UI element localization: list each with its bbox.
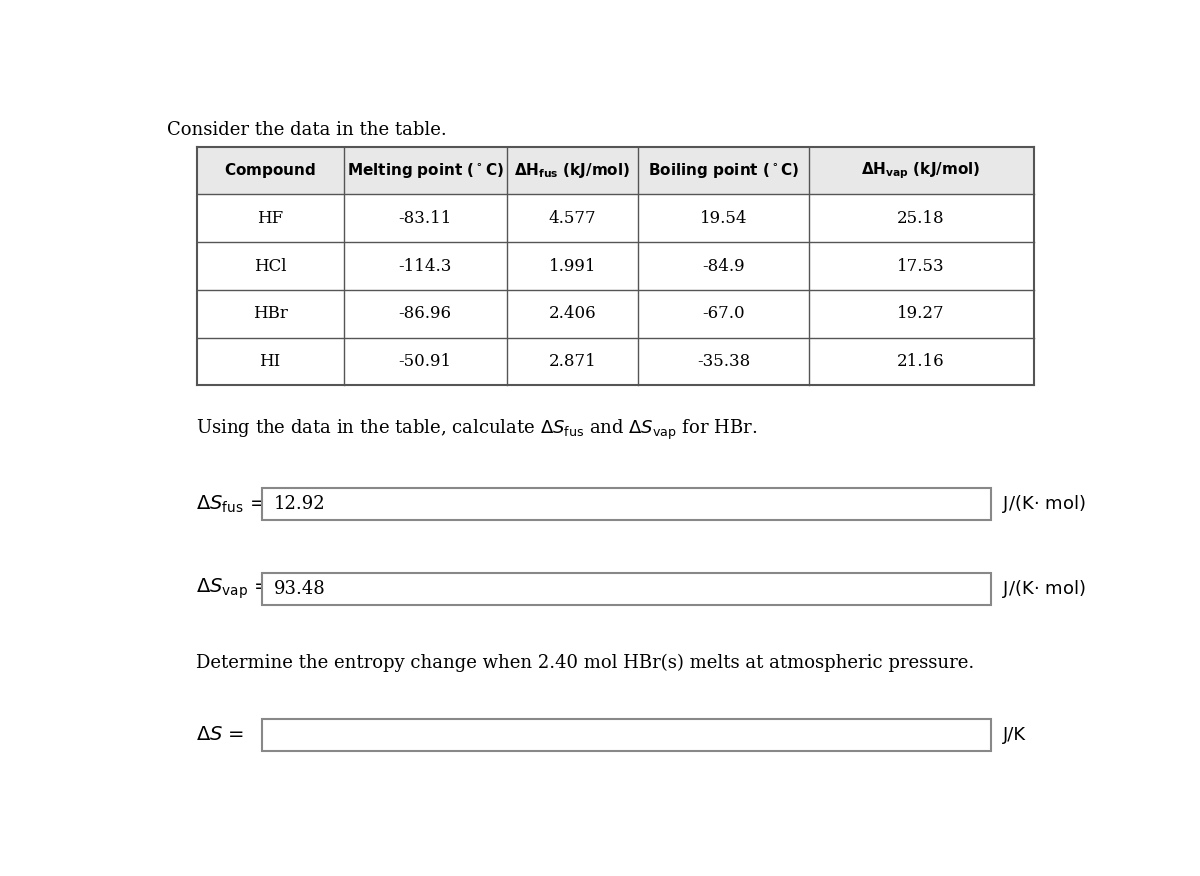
Bar [263,573,991,604]
Text: Using the data in the table, calculate $\Delta S_{\rm fus}$ and $\Delta S_{\rm v: Using the data in the table, calculate $… [197,418,757,442]
Bar [197,146,1033,194]
Text: J/K: J/K [1002,726,1026,744]
Text: -84.9: -84.9 [702,258,745,274]
Text: $\bf{Melting\ point\ ({}^\circ C)}$: $\bf{Melting\ point\ ({}^\circ C)}$ [347,161,504,180]
Text: $\bf{\Delta H_{fus}\ (kJ/mol)}$: $\bf{\Delta H_{fus}\ (kJ/mol)}$ [515,161,630,180]
Text: Consider the data in the table.: Consider the data in the table. [167,121,446,139]
Text: $\Delta S_{\rm fus}$ =: $\Delta S_{\rm fus}$ = [197,493,266,514]
Text: $\bf{\Delta H_{vap}\ (kJ/mol)}$: $\bf{\Delta H_{vap}\ (kJ/mol)}$ [862,160,980,180]
Text: $\Delta S_{\rm vap}$ =: $\Delta S_{\rm vap}$ = [197,576,270,601]
Text: 4.577: 4.577 [548,210,596,227]
Text: $\bf{Compound}$: $\bf{Compound}$ [224,161,317,180]
Text: $\bf{Boiling\ point\ ({}^\circ C)}$: $\bf{Boiling\ point\ ({}^\circ C)}$ [648,161,799,180]
Text: -83.11: -83.11 [398,210,452,227]
Text: 1.991: 1.991 [548,258,596,274]
Text: -114.3: -114.3 [398,258,452,274]
Text: 19.27: 19.27 [898,306,944,322]
Text: 21.16: 21.16 [898,353,944,370]
Text: 93.48: 93.48 [274,580,325,597]
Bar [263,488,991,520]
Text: 19.54: 19.54 [700,210,748,227]
Text: J/(K$\cdot$ mol): J/(K$\cdot$ mol) [1002,493,1086,515]
Text: $\Delta S$ =: $\Delta S$ = [197,725,245,745]
Text: J/(K$\cdot$ mol): J/(K$\cdot$ mol) [1002,577,1086,600]
Text: Determine the entropy change when 2.40 mol HBr(s) melts at atmospheric pressure.: Determine the entropy change when 2.40 m… [197,654,974,673]
Text: HF: HF [257,210,283,227]
Text: -67.0: -67.0 [702,306,745,322]
Text: 2.871: 2.871 [548,353,596,370]
Text: -86.96: -86.96 [398,306,451,322]
Text: 2.406: 2.406 [548,306,596,322]
Text: HCl: HCl [254,258,287,274]
Text: HI: HI [259,353,281,370]
Text: -35.38: -35.38 [697,353,750,370]
Text: 25.18: 25.18 [898,210,944,227]
Text: -50.91: -50.91 [398,353,451,370]
Bar [263,719,991,751]
Text: 12.92: 12.92 [274,495,325,513]
Text: HBr: HBr [253,306,288,322]
Text: 17.53: 17.53 [898,258,944,274]
